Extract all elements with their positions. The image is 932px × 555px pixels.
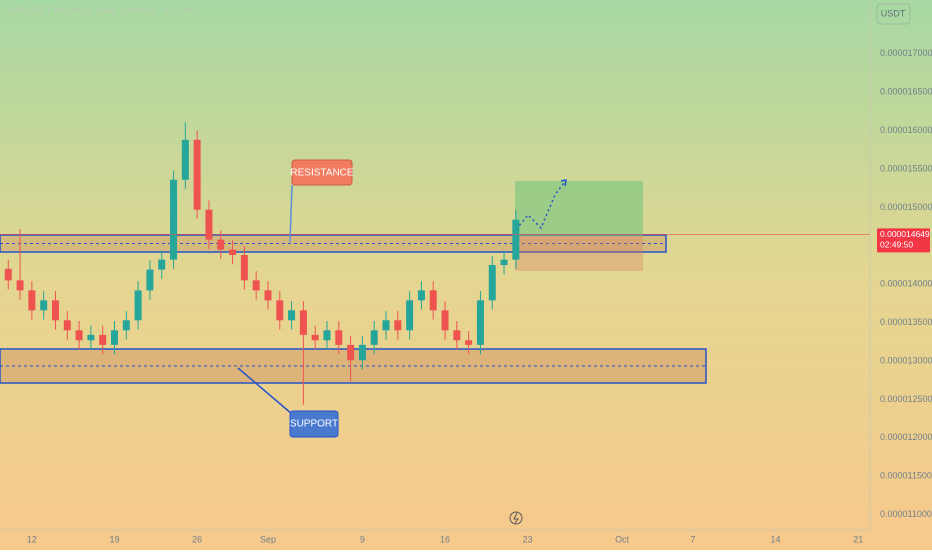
x-tick-label: Oct [615,534,630,544]
candle-body [406,300,414,331]
candle-body [75,330,83,341]
y-tick-label: 0.0000165000 [880,87,932,97]
candle-body [394,320,402,331]
candle-body [252,280,260,291]
currency-box[interactable] [876,3,911,25]
candle-body [441,310,449,331]
support-callout [289,410,339,438]
candle-body [500,259,508,265]
candle-body [276,300,284,321]
x-tick-label: 19 [109,534,119,544]
callout-pointer [289,184,293,243]
projection [512,179,567,234]
candle-body [323,330,331,341]
countdown: 02:49:50 [880,240,913,250]
candle-body [311,334,319,341]
candle-body [51,300,59,321]
candle-body [134,290,142,321]
candle-body [217,239,225,250]
x-tick-label: 7 [690,534,695,544]
y-tick-label: 0.0000160000 [880,125,932,135]
candle-body [512,219,520,260]
candle-body [465,340,473,345]
candle-body [16,280,24,291]
currency[interactable]: USDT [881,8,906,18]
candle-body [453,330,461,341]
candle-body [288,310,296,321]
candle-body [488,265,496,301]
y-tick-label: 0.0000115000 [880,471,932,481]
x-tick-label: 23 [523,534,533,544]
candle-body [347,344,355,361]
candle-body [417,290,425,301]
y-tick-label: 0.0000155000 [880,163,932,173]
candle-body [299,310,307,335]
y-tick-label: 0.0000150000 [880,202,932,212]
candle-body [40,300,48,311]
candle-body [229,249,237,256]
annotation: RESISTANCE [290,168,353,179]
candle-body [146,269,154,291]
candle-body [170,179,178,260]
projection-arrow [560,179,567,187]
x-tick-label: 14 [771,534,781,544]
candle-body [28,290,36,311]
x-tick-label: 9 [360,534,365,544]
replay-icon[interactable] [509,511,523,525]
candle-body [264,290,272,301]
candle-body [122,320,130,331]
candle-body [382,320,390,331]
candle-body [358,344,366,361]
x-tick-label: 26 [192,534,202,544]
y-tick-label: 0.0000125000 [880,394,932,404]
annotation: SUPPORT [290,419,338,430]
y-tick-label: 0.0000140000 [880,279,932,289]
y-tick-label: 0.0000120000 [880,432,932,442]
chart-title: SHIBUSDT Perpetual Swap Contract · 4h · … [6,5,199,15]
last-price-label: 0.000014649 [880,229,930,239]
x-tick-label: 12 [27,534,37,544]
candle-body [193,139,201,210]
candle-body [240,255,248,281]
y-tick-label: 0.0000130000 [880,355,932,365]
resistance-callout [291,159,353,186]
candle-body [370,330,378,345]
candle-body [111,330,119,345]
candle-body [205,209,213,240]
x-tick-label: 16 [440,534,450,544]
candle-body [63,320,71,331]
candle-body [429,290,437,311]
y-tick-label: 0.0000170000 [880,48,932,58]
y-tick-label: 0.0000135000 [880,317,932,327]
last-price-box [877,228,930,253]
plot [4,122,520,405]
x-tick-label: 21 [853,534,863,544]
replay-icon[interactable] [513,512,519,524]
candle-body [87,334,95,341]
candle-body [476,300,484,345]
candle-body [99,334,107,345]
candle-body [181,139,189,180]
x-tick-label: Sep [260,534,276,544]
candle-body [335,330,343,345]
callout-pointer [237,367,293,415]
y-tick-label: 0.0000110000 [880,509,932,519]
candle-body [4,268,12,281]
stop-zone [515,236,643,271]
target-zone [515,181,643,236]
candle-body [158,259,166,270]
